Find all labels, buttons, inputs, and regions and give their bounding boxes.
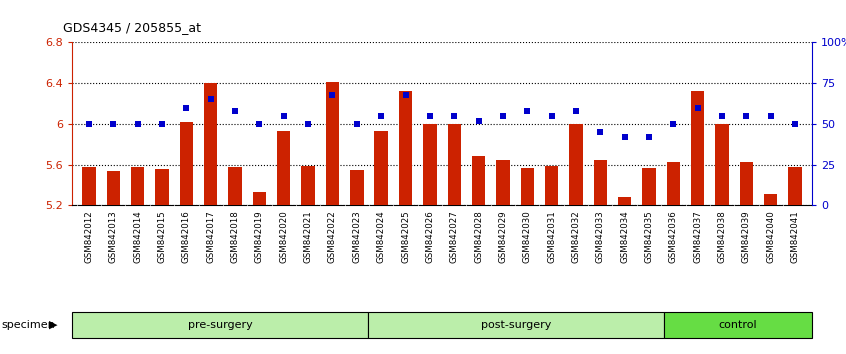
Text: GSM842012: GSM842012: [85, 211, 93, 263]
Bar: [423, 124, 437, 205]
Point: [594, 129, 607, 135]
Bar: [618, 197, 631, 205]
Point: [228, 108, 242, 114]
Text: GSM842015: GSM842015: [157, 211, 167, 263]
Point: [569, 108, 583, 114]
Point: [667, 121, 680, 127]
Bar: [350, 170, 364, 205]
Text: GSM842039: GSM842039: [742, 211, 751, 263]
Point: [764, 113, 777, 119]
Text: GSM842037: GSM842037: [693, 211, 702, 263]
Bar: [448, 124, 461, 205]
Text: GSM842040: GSM842040: [766, 211, 775, 263]
Point: [398, 92, 412, 97]
Point: [788, 121, 802, 127]
Text: GSM842033: GSM842033: [596, 211, 605, 263]
Text: post-surgery: post-surgery: [481, 320, 552, 330]
Text: GSM842025: GSM842025: [401, 211, 410, 263]
Point: [82, 121, 96, 127]
Text: GSM842029: GSM842029: [498, 211, 508, 263]
Point: [179, 105, 193, 110]
Text: GSM842020: GSM842020: [279, 211, 288, 263]
Text: GSM842041: GSM842041: [791, 211, 799, 263]
Text: GSM842024: GSM842024: [376, 211, 386, 263]
Bar: [326, 82, 339, 205]
Point: [423, 113, 437, 119]
Point: [496, 113, 509, 119]
Point: [691, 105, 705, 110]
Point: [155, 121, 168, 127]
Bar: [739, 161, 753, 205]
Text: ▶: ▶: [49, 320, 58, 330]
Text: GSM842028: GSM842028: [474, 211, 483, 263]
Text: specimen: specimen: [2, 320, 56, 330]
Point: [131, 121, 145, 127]
Bar: [82, 167, 96, 205]
Bar: [228, 167, 242, 205]
Bar: [375, 131, 387, 205]
Text: GSM842030: GSM842030: [523, 211, 532, 263]
Point: [204, 97, 217, 102]
Text: GSM842021: GSM842021: [304, 211, 313, 263]
Point: [326, 92, 339, 97]
Text: GSM842032: GSM842032: [571, 211, 580, 263]
Point: [107, 121, 120, 127]
Point: [375, 113, 388, 119]
Bar: [107, 171, 120, 205]
Bar: [716, 124, 728, 205]
Bar: [179, 122, 193, 205]
Bar: [520, 168, 534, 205]
Bar: [277, 131, 290, 205]
Bar: [472, 156, 486, 205]
Text: GSM842019: GSM842019: [255, 211, 264, 263]
Bar: [788, 167, 802, 205]
Text: GSM842031: GSM842031: [547, 211, 556, 263]
Text: GSM842016: GSM842016: [182, 211, 191, 263]
Point: [277, 113, 290, 119]
Bar: [497, 160, 509, 205]
Point: [618, 134, 631, 140]
Text: GSM842038: GSM842038: [717, 211, 727, 263]
Bar: [131, 167, 145, 205]
Bar: [301, 166, 315, 205]
Point: [739, 113, 753, 119]
Text: GSM842034: GSM842034: [620, 211, 629, 263]
Text: GSM842013: GSM842013: [109, 211, 118, 263]
Text: GDS4345 / 205855_at: GDS4345 / 205855_at: [63, 21, 201, 34]
Bar: [691, 91, 705, 205]
Text: GSM842018: GSM842018: [231, 211, 239, 263]
Point: [716, 113, 729, 119]
Point: [350, 121, 364, 127]
Bar: [545, 166, 558, 205]
Bar: [398, 91, 412, 205]
Bar: [667, 161, 680, 205]
Point: [545, 113, 558, 119]
Bar: [156, 169, 168, 205]
Bar: [204, 83, 217, 205]
Text: GSM842017: GSM842017: [206, 211, 215, 263]
Text: pre-surgery: pre-surgery: [188, 320, 252, 330]
Point: [301, 121, 315, 127]
Text: GSM842023: GSM842023: [352, 211, 361, 263]
FancyBboxPatch shape: [72, 312, 368, 338]
Bar: [569, 124, 583, 205]
Point: [448, 113, 461, 119]
FancyBboxPatch shape: [368, 312, 664, 338]
FancyBboxPatch shape: [664, 312, 812, 338]
Bar: [642, 168, 656, 205]
Bar: [594, 160, 607, 205]
Text: GSM842027: GSM842027: [450, 211, 459, 263]
Point: [472, 118, 486, 124]
Text: GSM842036: GSM842036: [669, 211, 678, 263]
Text: GSM842022: GSM842022: [328, 211, 337, 263]
Point: [642, 134, 656, 140]
Text: control: control: [719, 320, 757, 330]
Bar: [764, 194, 777, 205]
Point: [520, 108, 534, 114]
Bar: [253, 192, 266, 205]
Point: [253, 121, 266, 127]
Text: GSM842014: GSM842014: [133, 211, 142, 263]
Text: GSM842035: GSM842035: [645, 211, 653, 263]
Text: GSM842026: GSM842026: [426, 211, 434, 263]
